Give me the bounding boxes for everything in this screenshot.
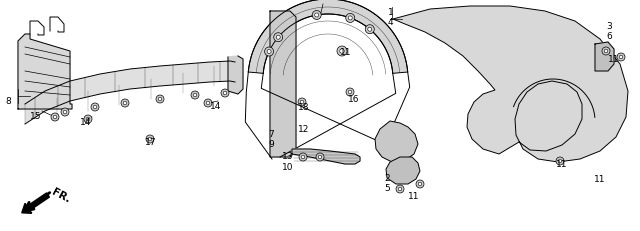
Text: 11: 11 — [408, 191, 419, 200]
Text: 10: 10 — [282, 162, 294, 171]
Circle shape — [223, 92, 227, 95]
Polygon shape — [18, 35, 72, 109]
Polygon shape — [25, 62, 235, 125]
Polygon shape — [248, 0, 408, 74]
Circle shape — [51, 113, 59, 122]
Text: 11: 11 — [556, 159, 568, 168]
Text: 18: 18 — [298, 103, 310, 112]
Circle shape — [617, 54, 625, 62]
Polygon shape — [228, 57, 243, 94]
Circle shape — [558, 160, 562, 163]
Text: 7: 7 — [268, 129, 274, 138]
Polygon shape — [270, 12, 296, 157]
Circle shape — [206, 102, 210, 105]
Text: 3: 3 — [606, 22, 612, 31]
Text: 11: 11 — [608, 55, 620, 64]
Text: 8: 8 — [5, 97, 11, 106]
Polygon shape — [375, 122, 418, 162]
Polygon shape — [386, 157, 420, 184]
Circle shape — [300, 101, 304, 104]
Circle shape — [274, 33, 283, 43]
Circle shape — [602, 48, 610, 56]
Text: 15: 15 — [30, 112, 42, 121]
Circle shape — [337, 47, 347, 57]
Text: 11: 11 — [594, 174, 605, 183]
Circle shape — [315, 14, 319, 18]
Circle shape — [191, 92, 199, 100]
Circle shape — [63, 111, 67, 114]
Circle shape — [53, 116, 57, 119]
Circle shape — [86, 118, 90, 121]
Polygon shape — [393, 7, 628, 162]
Circle shape — [346, 89, 354, 97]
Text: 6: 6 — [606, 32, 612, 41]
Circle shape — [221, 90, 229, 97]
Circle shape — [340, 49, 344, 54]
Circle shape — [620, 56, 623, 60]
Circle shape — [156, 96, 164, 103]
Circle shape — [121, 100, 129, 108]
Circle shape — [396, 185, 404, 193]
Circle shape — [368, 28, 372, 32]
Text: 16: 16 — [348, 94, 360, 103]
Circle shape — [318, 155, 322, 159]
Circle shape — [299, 153, 307, 161]
Circle shape — [348, 91, 352, 94]
Text: FR.: FR. — [50, 186, 72, 204]
Circle shape — [604, 50, 608, 54]
Circle shape — [123, 102, 127, 105]
Circle shape — [84, 116, 92, 123]
Circle shape — [267, 50, 271, 54]
Circle shape — [276, 36, 280, 40]
Text: 17: 17 — [145, 137, 157, 146]
Circle shape — [93, 106, 97, 109]
Circle shape — [158, 98, 162, 101]
Circle shape — [418, 182, 422, 186]
Text: 1: 1 — [388, 8, 394, 17]
Circle shape — [416, 180, 424, 188]
Circle shape — [204, 100, 212, 108]
Polygon shape — [595, 43, 614, 72]
FancyArrow shape — [22, 193, 49, 213]
Circle shape — [398, 187, 402, 191]
Text: 13: 13 — [282, 151, 294, 160]
Circle shape — [91, 103, 99, 112]
Circle shape — [301, 155, 305, 159]
Text: 12: 12 — [298, 125, 309, 134]
Circle shape — [298, 99, 306, 106]
Circle shape — [312, 12, 321, 20]
Circle shape — [348, 17, 352, 21]
Polygon shape — [292, 149, 360, 164]
Text: 5: 5 — [384, 183, 390, 192]
Text: 11: 11 — [340, 48, 351, 57]
Text: 14: 14 — [210, 102, 221, 110]
Circle shape — [61, 109, 69, 116]
Circle shape — [316, 153, 324, 161]
Circle shape — [556, 157, 564, 165]
Text: 4: 4 — [388, 18, 394, 27]
Circle shape — [146, 135, 154, 143]
Text: 14: 14 — [80, 118, 92, 126]
Text: 9: 9 — [268, 139, 274, 148]
Text: 2: 2 — [384, 173, 390, 182]
Circle shape — [264, 48, 273, 57]
Circle shape — [346, 14, 355, 23]
Circle shape — [148, 138, 152, 141]
Circle shape — [365, 26, 374, 35]
Circle shape — [193, 94, 197, 97]
